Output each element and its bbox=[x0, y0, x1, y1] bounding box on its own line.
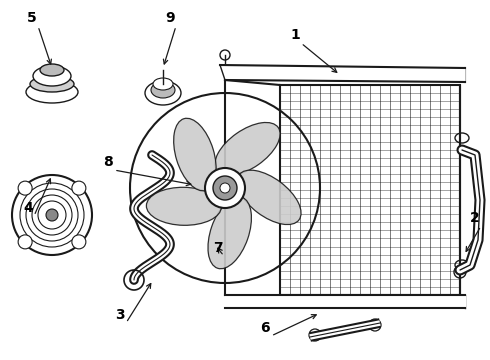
Ellipse shape bbox=[237, 170, 301, 225]
Circle shape bbox=[309, 329, 321, 341]
Ellipse shape bbox=[145, 81, 181, 105]
Circle shape bbox=[18, 181, 32, 195]
Text: 5: 5 bbox=[27, 11, 37, 25]
Ellipse shape bbox=[151, 82, 175, 98]
Text: 9: 9 bbox=[165, 11, 175, 25]
Circle shape bbox=[220, 183, 230, 193]
Text: 8: 8 bbox=[103, 155, 113, 169]
Circle shape bbox=[12, 175, 92, 255]
Ellipse shape bbox=[26, 81, 78, 103]
Ellipse shape bbox=[30, 76, 74, 92]
Ellipse shape bbox=[33, 66, 71, 86]
Circle shape bbox=[312, 332, 318, 338]
Ellipse shape bbox=[147, 187, 221, 225]
Text: 2: 2 bbox=[470, 211, 480, 225]
Circle shape bbox=[369, 319, 381, 331]
Polygon shape bbox=[225, 295, 465, 308]
Circle shape bbox=[372, 322, 378, 328]
Circle shape bbox=[220, 50, 230, 60]
Circle shape bbox=[18, 235, 32, 249]
Text: 6: 6 bbox=[260, 321, 270, 335]
Ellipse shape bbox=[215, 122, 280, 176]
Circle shape bbox=[72, 235, 86, 249]
Text: 7: 7 bbox=[213, 241, 223, 255]
Circle shape bbox=[72, 181, 86, 195]
Circle shape bbox=[46, 209, 58, 221]
Text: 4: 4 bbox=[23, 201, 33, 215]
Ellipse shape bbox=[153, 78, 173, 90]
Ellipse shape bbox=[40, 64, 64, 76]
Polygon shape bbox=[220, 65, 465, 82]
Ellipse shape bbox=[208, 197, 251, 269]
Text: 1: 1 bbox=[290, 28, 300, 42]
Text: 3: 3 bbox=[115, 308, 125, 322]
Ellipse shape bbox=[173, 118, 216, 191]
Circle shape bbox=[213, 176, 237, 200]
Circle shape bbox=[205, 168, 245, 208]
